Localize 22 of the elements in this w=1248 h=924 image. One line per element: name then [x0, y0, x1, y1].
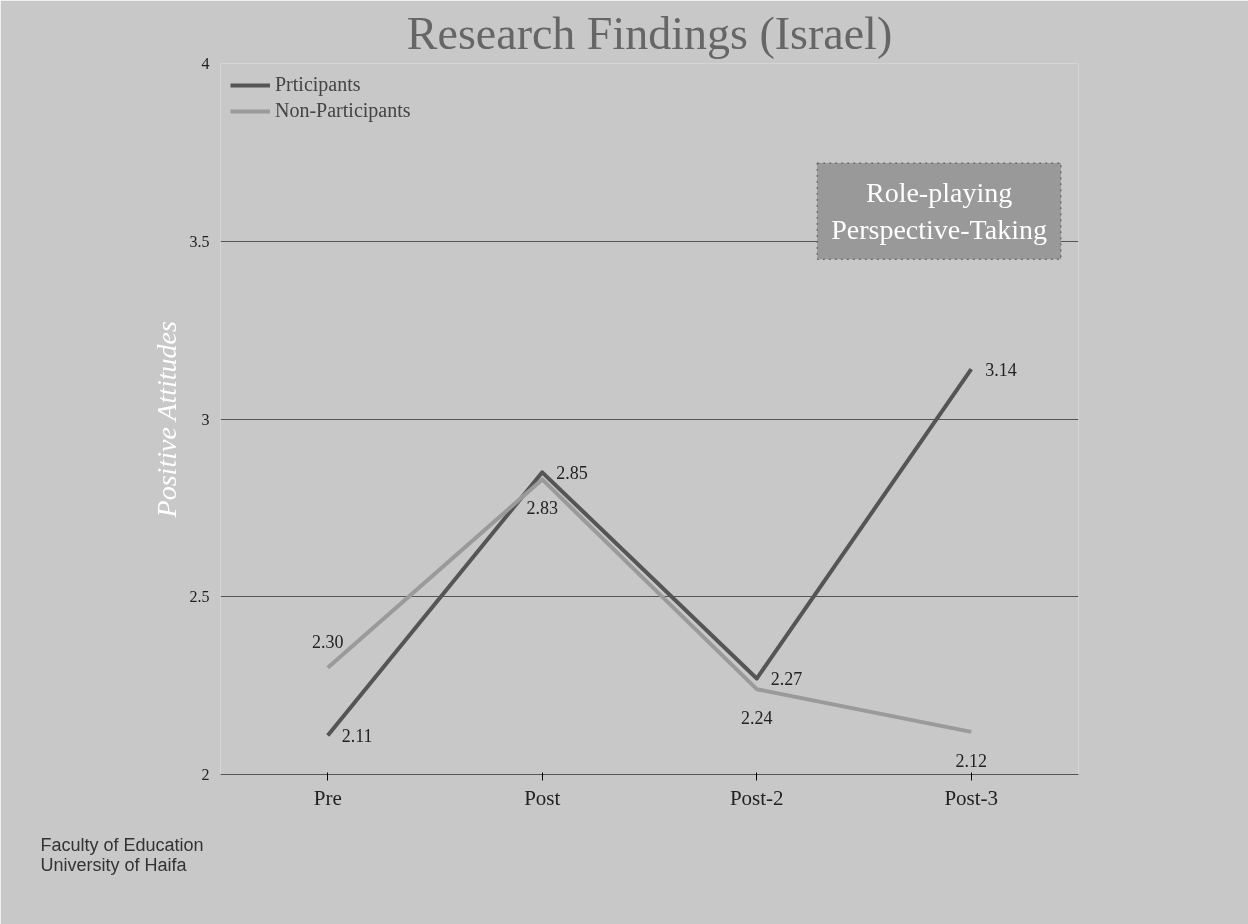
data-label: 2.24: [741, 708, 773, 729]
y-tick-label: 3: [201, 410, 210, 428]
chart-title: Research Findings (Israel): [406, 7, 893, 59]
x-tick-label: Post-2: [729, 785, 784, 810]
y-tick-label: 3.5: [189, 232, 210, 250]
data-label: 2.11: [341, 725, 373, 746]
data-label: 2.27: [770, 669, 803, 690]
x-tick-label: Post-3: [944, 785, 999, 810]
data-label: 2.83: [526, 498, 558, 519]
data-label: 2.85: [556, 462, 588, 483]
data-label: 3.14: [985, 359, 1017, 380]
y-tick-label: 4: [201, 55, 210, 72]
x-tick-label: Pre: [313, 785, 342, 810]
y-tick-label: 2.5: [189, 588, 210, 606]
annotation: Role-playing Perspective-Taking: [831, 177, 1047, 246]
data-label: 2.12: [955, 750, 987, 771]
text: Faculty of Education University of Haifa: [40, 834, 204, 875]
data-label: 2.30: [312, 631, 344, 652]
legend-label: Prticipants: [275, 73, 361, 96]
y-tick-label: 2: [201, 766, 210, 783]
legend-label: Non-Participants: [275, 99, 411, 122]
x-tick-label: Post: [524, 785, 561, 810]
